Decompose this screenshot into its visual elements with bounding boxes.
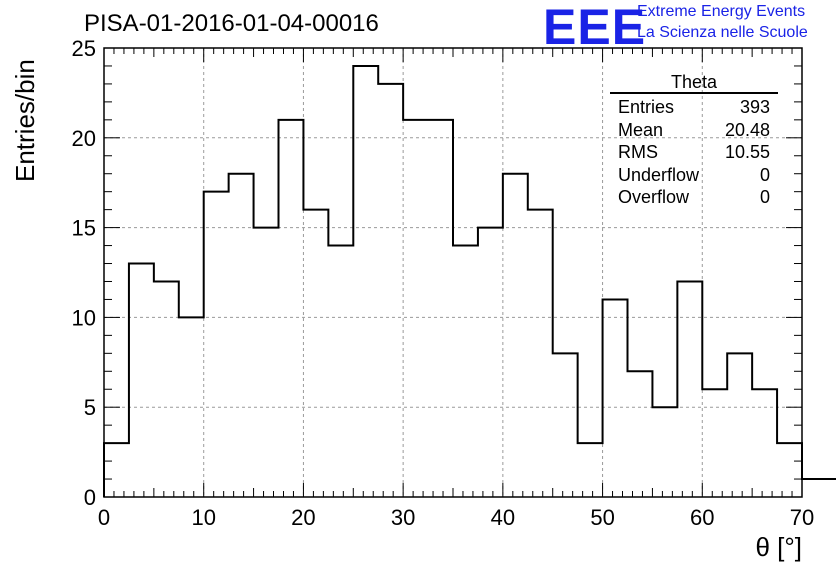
stats-label: Entries <box>618 97 675 117</box>
x-tick-label: 10 <box>191 505 215 530</box>
histogram-bin <box>328 246 353 497</box>
stats-value: 0 <box>759 164 770 185</box>
x-axis-label: θ [°] <box>755 532 802 562</box>
x-tick-label: 0 <box>98 505 110 530</box>
histogram-bin <box>254 228 279 497</box>
histogram-bin <box>453 246 478 497</box>
stats-row-rms: RMS 10.55 <box>610 141 778 164</box>
logo-line-2: La Scienza nelle Scuole <box>637 24 808 41</box>
histogram-bin <box>702 389 727 497</box>
stats-value: 10.55 <box>724 142 770 162</box>
y-tick-label: 0 <box>84 485 96 510</box>
histogram-bin <box>303 210 328 497</box>
x-tick-label: 60 <box>690 505 714 530</box>
logo-line-1: Extreme Energy Events <box>637 3 806 20</box>
y-axis-label: Entries/bin <box>10 59 40 182</box>
histogram-bin <box>752 389 777 497</box>
stats-box: Theta Entries 393 Mean 20.48 RMS 10.55 U… <box>610 72 778 209</box>
histogram-bin <box>578 443 603 497</box>
y-tick-label: 20 <box>72 126 96 151</box>
y-tick-label: 15 <box>72 216 96 241</box>
histogram-bin <box>154 281 179 497</box>
histogram-bin <box>478 228 503 497</box>
chart-title: PISA-01-2016-01-04-00016 <box>84 10 379 37</box>
stats-row-mean: Mean 20.48 <box>610 119 778 142</box>
histogram-bin <box>104 443 129 497</box>
histogram-bin <box>204 192 229 497</box>
y-tick-label: 25 <box>72 36 96 61</box>
stats-value: 20.48 <box>724 119 770 140</box>
stats-row-entries: Entries 393 <box>610 96 778 119</box>
histogram-bin <box>353 66 378 497</box>
histogram-bin <box>129 264 154 497</box>
histogram-bin <box>652 407 677 497</box>
histogram-bin <box>727 353 752 497</box>
histogram-bin <box>677 281 702 497</box>
stats-value: 393 <box>739 97 770 117</box>
x-tick-label: 50 <box>590 505 614 530</box>
histogram-bin <box>603 299 628 497</box>
histogram-bin <box>378 84 403 497</box>
stats-value: 0 <box>759 187 770 207</box>
stats-label: RMS <box>618 142 658 162</box>
x-tick-label: 30 <box>391 505 415 530</box>
stats-row-underflow: Underflow 0 <box>610 164 778 187</box>
histogram-bin <box>403 120 428 497</box>
histogram-bin <box>428 120 453 497</box>
histogram-bin <box>628 371 653 497</box>
x-tick-label: 20 <box>291 505 315 530</box>
stats-label: Overflow <box>618 187 690 207</box>
stats-label: Underflow <box>618 164 700 185</box>
y-tick-label: 10 <box>72 305 96 330</box>
histogram-bin <box>553 353 578 497</box>
y-tick-label: 5 <box>84 395 96 420</box>
x-tick-label: 70 <box>790 505 814 530</box>
histogram-bin <box>229 174 254 497</box>
stats-label: Mean <box>618 119 664 140</box>
histogram-bin <box>503 174 528 497</box>
stats-name: Theta <box>670 72 718 92</box>
histogram-bin <box>179 317 204 497</box>
histogram-series <box>103 64 836 497</box>
stats-divider <box>610 92 778 94</box>
stats-row-overflow: Overflow 0 <box>610 186 778 209</box>
x-tick-label: 40 <box>491 505 515 530</box>
histogram-bin <box>802 479 827 497</box>
histogram-bin <box>279 120 304 497</box>
eee-logo: EEE <box>543 0 647 55</box>
histogram-bin <box>827 479 836 497</box>
histogram-bin <box>777 443 802 497</box>
histogram-bin <box>528 210 553 497</box>
